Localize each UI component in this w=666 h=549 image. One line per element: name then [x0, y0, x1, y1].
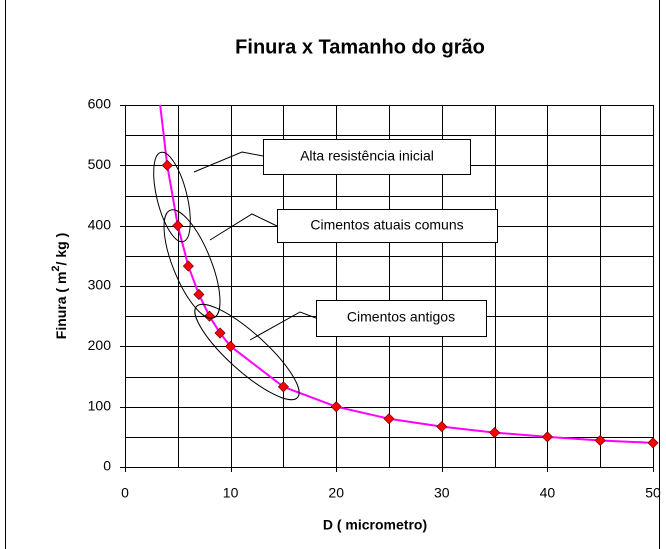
- marker: [172, 220, 184, 232]
- marker: [203, 310, 216, 322]
- marker: [647, 437, 659, 449]
- y-tick-label: 300: [88, 277, 112, 293]
- ellipse: [153, 151, 191, 243]
- marker: [225, 340, 237, 352]
- annotation-box: [277, 209, 498, 243]
- x-tick-label: 30: [434, 485, 450, 501]
- y-tick-label: 0: [103, 458, 111, 474]
- x-tick-label: 50: [645, 485, 661, 501]
- y-tick-label: 600: [88, 96, 112, 112]
- marker: [161, 159, 173, 171]
- annotation-text: Cimentos antigos: [347, 309, 455, 325]
- x-axis-label: D ( micrometro): [323, 517, 427, 533]
- callout-line: [193, 151, 264, 173]
- marker: [277, 381, 289, 393]
- marker: [541, 431, 553, 443]
- marker: [594, 434, 606, 447]
- y-axis-label-text: Finura ( m: [53, 272, 69, 340]
- marker: [182, 260, 194, 272]
- x-tick-label: 0: [121, 485, 129, 501]
- y-tick-label: 200: [88, 337, 112, 353]
- x-tick-label: 20: [328, 485, 344, 501]
- marker: [436, 421, 448, 433]
- ellipse: [194, 303, 300, 401]
- y-tick-label: 500: [88, 156, 112, 172]
- line: [159, 104, 654, 444]
- callout-line: [209, 213, 278, 241]
- annotation-box: [263, 139, 471, 175]
- marker: [489, 427, 501, 439]
- chart-border: [5, 0, 660, 549]
- x-tick-label: 40: [540, 485, 556, 501]
- y-axis-label-sup: 2: [50, 265, 62, 271]
- y-axis-label-suffix: / kg ): [53, 233, 69, 266]
- marker: [193, 288, 205, 301]
- callout-line: [249, 311, 317, 341]
- annotations: [153, 139, 498, 401]
- x-tick-label: 10: [223, 485, 239, 501]
- y-tick-label: 400: [88, 216, 112, 232]
- y-axis-label: Finura ( m2/ kg ): [50, 233, 69, 339]
- marker: [383, 413, 395, 425]
- marks: [159, 104, 659, 449]
- annotation-text: Cimentos atuais comuns: [310, 217, 463, 233]
- marker: [214, 327, 226, 339]
- marker: [330, 401, 342, 413]
- ellipse: [163, 209, 221, 319]
- chart-title: Finura x Tamanho do grão: [235, 36, 485, 58]
- annotation-text: Alta resistência inicial: [300, 148, 434, 164]
- y-tick-label: 100: [88, 397, 112, 413]
- annotation-box: [316, 300, 487, 337]
